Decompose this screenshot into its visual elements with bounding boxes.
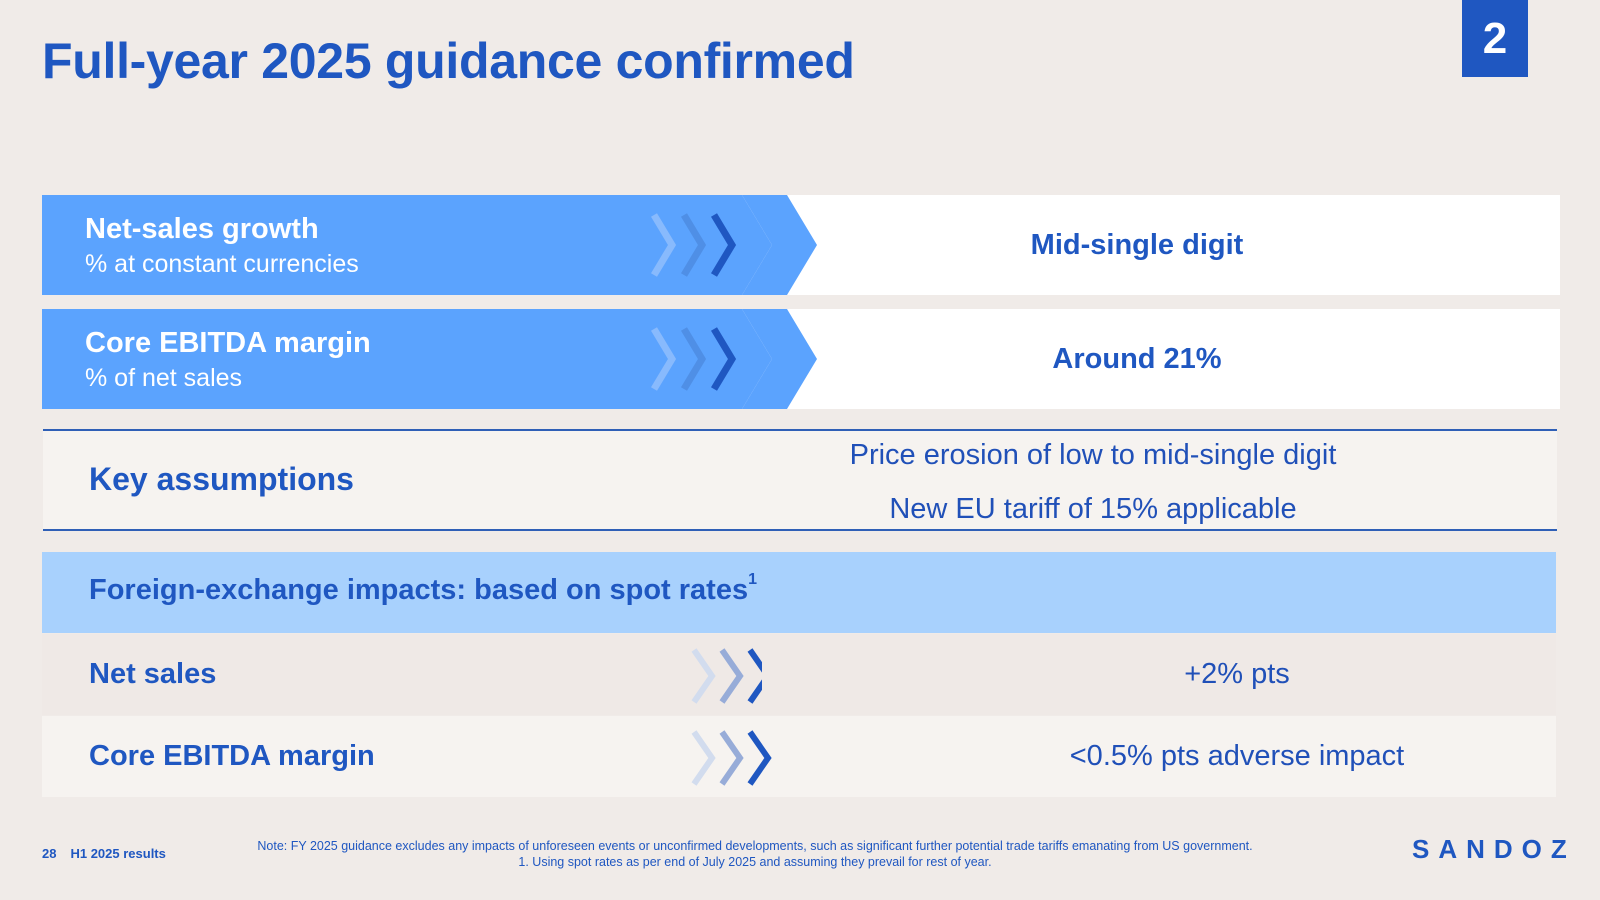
- fx-impacts-header: Foreign-exchange impacts: based on spot …: [42, 552, 1556, 633]
- assumption-item: New EU tariff of 15% applicable: [889, 493, 1297, 525]
- fx-row-value: <0.5% pts adverse impact: [1069, 740, 1405, 772]
- fx-impacts-heading: Foreign-exchange impacts: based on spot …: [89, 571, 758, 607]
- sandoz-logo: SANDOZ: [1412, 834, 1576, 864]
- fx-row-value: +2% pts: [1184, 658, 1290, 690]
- guidance-label-band: [42, 309, 817, 409]
- fx-row-net-sales: Net sales +2% pts: [42, 634, 1556, 715]
- guidance-sublabel: % at constant currencies: [85, 250, 359, 278]
- chevron-arrows-icon: [691, 730, 772, 786]
- guidance-label: Core EBITDA margin: [85, 327, 371, 359]
- guidance-label-band: [42, 195, 817, 295]
- guidance-label: Net-sales growth: [85, 213, 319, 245]
- assumption-item: Price erosion of low to mid-single digit: [849, 439, 1337, 471]
- guidance-row-core-ebitda: Core EBITDA margin % of net sales Around…: [42, 309, 1560, 409]
- guidance-sublabel: % of net sales: [85, 364, 243, 392]
- guidance-value: Mid-single digit: [1030, 228, 1244, 261]
- guidance-row-net-sales: Net-sales growth % at constant currencie…: [42, 195, 1560, 295]
- guidance-value: Around 21%: [1052, 342, 1222, 375]
- footnote-1: 1. Using spot rates as per end of July 2…: [518, 855, 992, 869]
- fx-row-core-ebitda: Core EBITDA margin <0.5% pts adverse imp…: [42, 716, 1556, 797]
- footer-left: 28 H1 2025 results: [42, 846, 166, 861]
- key-assumptions-box: Key assumptions Price erosion of low to …: [43, 429, 1557, 531]
- fx-row-label: Net sales: [89, 658, 217, 690]
- document-name: H1 2025 results: [70, 846, 166, 861]
- key-assumptions-label: Key assumptions: [89, 461, 354, 497]
- page-number: 28: [42, 846, 57, 861]
- chevron-arrows-icon: [691, 648, 762, 704]
- footnote-marker: 1: [748, 571, 758, 589]
- footnote-block: Note: FY 2025 guidance excludes any impa…: [200, 838, 1310, 870]
- chevron-arrows-icon: [650, 327, 737, 391]
- chevron-arrows-icon: [650, 213, 737, 277]
- fx-heading-text: Foreign-exchange impacts: based on spot …: [89, 574, 749, 606]
- fx-row-label: Core EBITDA margin: [89, 740, 375, 772]
- page-title: Full-year 2025 guidance confirmed: [42, 33, 855, 89]
- footnote-note: Note: FY 2025 guidance excludes any impa…: [257, 839, 1253, 853]
- section-number-badge: 2: [1462, 0, 1528, 77]
